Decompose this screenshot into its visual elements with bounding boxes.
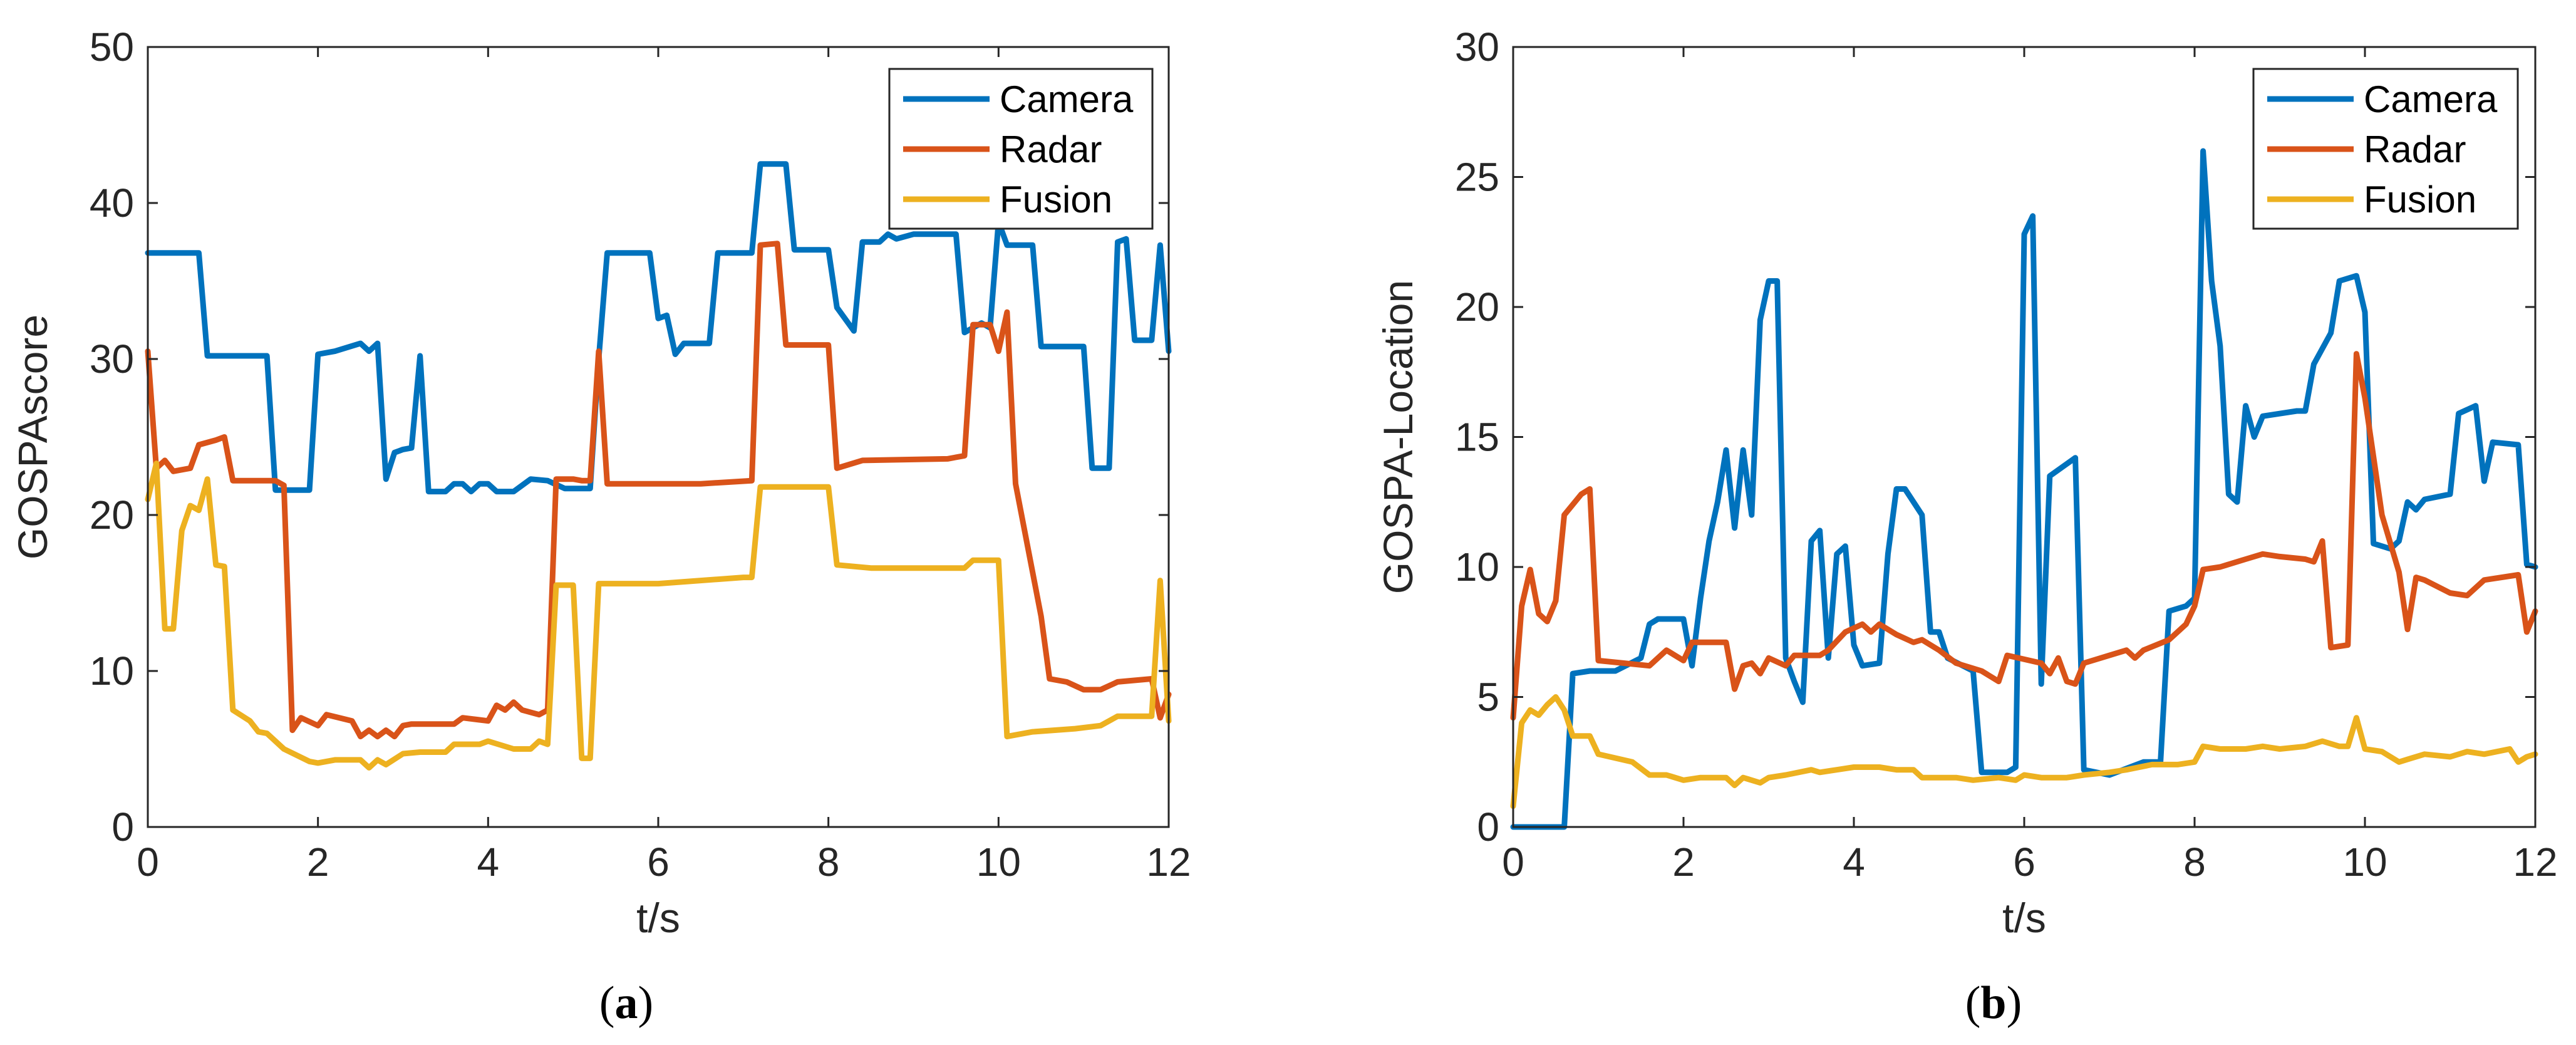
x-tick-label: 8	[2183, 840, 2206, 885]
x-tick-label: 6	[647, 840, 670, 885]
x-tick-label: 2	[307, 840, 329, 885]
x-tick-label: 6	[2013, 840, 2035, 885]
legend-label: Radar	[2364, 128, 2466, 170]
panel-caption: (b)	[1965, 977, 2022, 1029]
y-tick-label: 5	[1477, 675, 1499, 720]
y-tick-label: 10	[1455, 544, 1499, 590]
y-tick-label: 30	[90, 336, 134, 382]
x-axis-ticks: 0 2 4 6 8 10 12	[1502, 47, 2558, 885]
x-tick-label: 0	[1502, 840, 1524, 885]
x-tick-label: 4	[1843, 840, 1865, 885]
caption-close-paren: )	[2007, 977, 2022, 1029]
y-tick-label: 20	[90, 492, 134, 538]
legend-item-camera: Camera	[903, 78, 1134, 120]
legend-item-fusion: Fusion	[2267, 179, 2476, 221]
series-line-camera	[1510, 148, 2538, 830]
caption-open-paren: (	[1965, 977, 1981, 1029]
legend: Camera Radar Fusion	[888, 68, 1154, 230]
legend-item-radar: Radar	[903, 128, 1102, 170]
legend-label: Fusion	[1000, 179, 1112, 221]
x-tick-label: 10	[976, 840, 1021, 885]
caption-letter: a	[615, 977, 638, 1029]
legend-item-camera: Camera	[2267, 78, 2498, 120]
y-tick-label: 40	[90, 180, 134, 226]
legend-label: Fusion	[2364, 179, 2476, 221]
series-group	[145, 161, 1172, 771]
x-axis-label: t/s	[2002, 895, 2046, 941]
y-tick-label: 20	[1455, 284, 1499, 330]
series-line-fusion	[145, 460, 1172, 771]
y-tick-label: 0	[111, 804, 134, 850]
series-line-fusion	[1510, 694, 2538, 809]
series-line-radar	[145, 241, 1172, 740]
x-tick-label: 8	[817, 840, 840, 885]
x-tick-label: 2	[1672, 840, 1695, 885]
caption-letter: b	[1980, 977, 2006, 1029]
x-tick-label: 4	[477, 840, 500, 885]
caption-close-paren: )	[638, 977, 654, 1029]
x-tick-label: 12	[1146, 840, 1191, 885]
legend-label: Camera	[2364, 78, 2498, 120]
y-tick-label: 50	[90, 24, 134, 70]
y-tick-label: 30	[1455, 24, 1499, 70]
caption-open-paren: (	[599, 977, 615, 1029]
series-group	[1510, 148, 2538, 830]
y-axis-ticks: 0 5 10 15 20 25 30	[1455, 24, 2535, 850]
y-tick-label: 25	[1455, 155, 1499, 200]
legend-label: Radar	[1000, 128, 1102, 170]
chart-panel-b: 0 2 4 6 8 10 12 0 5 10 15 20 25 30 t/s GOSPA-Location Ca…	[1375, 24, 2558, 1029]
y-axis-ticks: 0 10 20 30 40 50	[90, 24, 1169, 850]
x-tick-label: 0	[137, 840, 159, 885]
series-line-radar	[1510, 351, 2538, 721]
legend-label: Camera	[1000, 78, 1134, 120]
y-axis-label: GOSPA-Location	[1375, 280, 1421, 594]
y-axis-label: GOSPAscore	[9, 315, 56, 559]
legend-item-fusion: Fusion	[903, 179, 1112, 221]
legend: Camera Radar Fusion	[2252, 68, 2519, 230]
legend-item-radar: Radar	[2267, 128, 2466, 170]
x-tick-label: 10	[2342, 840, 2387, 885]
series-line-camera	[145, 161, 1172, 495]
chart-panel-a: 0 2 4 6 8 10 12 0 10 20 30 40 50 t/s GOSPAscore Camera R…	[9, 24, 1191, 1029]
x-axis-label: t/s	[636, 895, 680, 941]
panel-caption: (a)	[599, 977, 653, 1029]
y-tick-label: 15	[1455, 415, 1499, 460]
y-tick-label: 10	[90, 648, 134, 694]
y-tick-label: 0	[1477, 804, 1499, 850]
x-tick-label: 12	[2513, 840, 2557, 885]
x-axis-ticks: 0 2 4 6 8 10 12	[137, 47, 1191, 885]
